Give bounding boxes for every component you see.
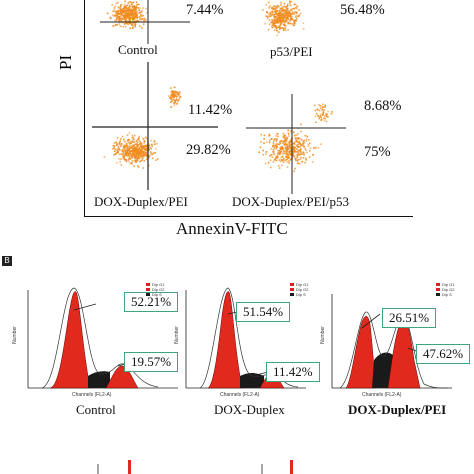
legend-dox-duplex: Dip G1 Dip G2 Dip S xyxy=(290,282,308,297)
dox-duplex-pei-g1-box: 26.51% xyxy=(382,308,437,328)
control-x-axis-caption: Channels (FL2-A) xyxy=(72,392,112,398)
s-phase-dox-duplex-pei xyxy=(372,352,394,388)
legend-control: Dip G1 Dip G2 Dip S xyxy=(146,282,164,297)
histogram-dox-duplex-pei xyxy=(331,294,452,389)
dox-duplex-y-axis-caption: Number xyxy=(173,326,180,344)
p53-pei-label: p53/PEI xyxy=(270,44,313,59)
dox-pei-p53-upper-pct: 8.68% xyxy=(364,98,402,114)
dox-pei-upper-pct: 11.42% xyxy=(188,102,233,118)
histogram-label-dox-duplex: DOX-Duplex xyxy=(214,402,285,417)
dox-duplex-g2-box: 11.42% xyxy=(266,362,320,382)
s-phase-dox-duplex xyxy=(240,373,264,388)
s-phase-control xyxy=(88,371,110,388)
control-g2-box: 19.57% xyxy=(124,352,179,372)
p53-pei-lower-pct: 56.48% xyxy=(340,2,385,18)
dox-pei-lower-pct: 29.82% xyxy=(186,142,231,158)
dox-duplex-pei-y-axis-caption: Number xyxy=(319,326,326,344)
control-label: Control xyxy=(118,42,158,57)
partial-row-bottom xyxy=(97,460,293,474)
dox-pei-p53-label: DOX-Duplex/PEI/p53 xyxy=(232,194,349,209)
dox-duplex-g1-box: 51.54% xyxy=(236,302,291,322)
panel-b-badge: B xyxy=(2,256,12,266)
dot-plot-scatter xyxy=(92,0,346,194)
cloud-dox-pei-p53-upper xyxy=(313,103,333,123)
control-g1-box: 52.21% xyxy=(124,292,179,312)
annexin-axis-label: AnnexinV-FITC xyxy=(176,219,288,238)
g1-peak-control xyxy=(49,291,93,389)
dox-duplex-x-axis-caption: Channels (FL2-A) xyxy=(220,392,260,398)
histogram-label-control: Control xyxy=(76,402,116,417)
legend-dox-duplex-pei: Dip G1 Dip G2 Dip S xyxy=(436,282,454,297)
histogram-control xyxy=(27,287,178,389)
cell-cycle-histograms xyxy=(27,287,452,474)
g1-peak-dox-duplex-pei xyxy=(345,316,377,389)
dox-duplex-pei-x-axis-caption: Channels (FL2-A) xyxy=(362,392,402,398)
cloud-p53-pei xyxy=(262,0,305,36)
g2-peak-control xyxy=(105,365,139,389)
dox-pei-label: DOX-Duplex/PEI xyxy=(94,194,188,209)
control-lower-pct: 7.44% xyxy=(186,2,224,18)
cloud-dox-pei xyxy=(103,132,159,169)
histogram-label-dox-duplex-pei: DOX-Duplex/PEI xyxy=(348,402,447,417)
dox-pei-p53-lower-pct: 75% xyxy=(364,144,391,160)
control-y-axis-caption: Number xyxy=(11,326,18,344)
g1-peak-dox-duplex xyxy=(207,291,245,389)
cloud-control xyxy=(106,0,148,30)
cloud-dox-pei-p53 xyxy=(258,123,322,172)
dox-duplex-pei-g2-box: 47.62% xyxy=(416,344,471,364)
cloud-dox-pei-upper xyxy=(167,86,182,108)
annexin-pi-frame xyxy=(84,0,413,217)
